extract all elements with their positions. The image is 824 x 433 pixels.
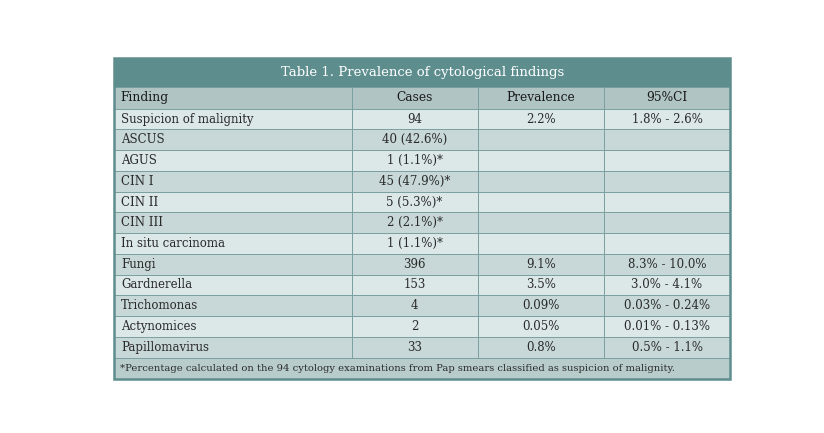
Bar [352,275,478,295]
Text: 2.2%: 2.2% [526,113,555,126]
Bar [604,254,730,275]
Bar [352,254,478,275]
Text: 33: 33 [407,341,422,354]
Bar [478,213,604,233]
Text: CIN I: CIN I [121,175,153,188]
Text: 153: 153 [404,278,426,291]
Text: AGUS: AGUS [121,154,157,167]
Bar [478,171,604,192]
Bar [604,109,730,129]
Text: 0.09%: 0.09% [522,299,559,312]
Bar [115,109,352,129]
Bar [478,129,604,150]
Bar [604,337,730,358]
Bar [604,275,730,295]
Bar [478,316,604,337]
Bar [604,87,730,109]
Bar [115,316,352,337]
Text: Prevalence: Prevalence [507,91,575,104]
Text: 4: 4 [411,299,419,312]
Text: 5 (5.3%)*: 5 (5.3%)* [386,196,442,209]
Bar [352,129,478,150]
Bar [604,129,730,150]
Bar [604,316,730,337]
Text: Trichomonas: Trichomonas [121,299,198,312]
Text: ASCUS: ASCUS [121,133,165,146]
Text: Fungi: Fungi [121,258,156,271]
Bar [478,150,604,171]
Bar [115,129,352,150]
Bar [115,337,352,358]
Text: 3.5%: 3.5% [526,278,555,291]
Bar [478,337,604,358]
Text: 1 (1.1%)*: 1 (1.1%)* [386,154,442,167]
Text: Papillomavirus: Papillomavirus [121,341,208,354]
Bar [478,254,604,275]
Bar [604,192,730,213]
Text: 2: 2 [411,320,419,333]
Bar [604,213,730,233]
Bar [478,233,604,254]
Bar [352,233,478,254]
Text: In situ carcinoma: In situ carcinoma [121,237,225,250]
Text: 0.5% - 1.1%: 0.5% - 1.1% [631,341,703,354]
Text: 0.03% - 0.24%: 0.03% - 0.24% [624,299,710,312]
Text: 0.8%: 0.8% [526,341,555,354]
Text: 1 (1.1%)*: 1 (1.1%)* [386,237,442,250]
Bar [478,275,604,295]
Text: 396: 396 [404,258,426,271]
Bar [115,171,352,192]
Text: 0.01% - 0.13%: 0.01% - 0.13% [624,320,710,333]
Bar [352,213,478,233]
Text: 45 (47.9%)*: 45 (47.9%)* [379,175,450,188]
Text: 0.05%: 0.05% [522,320,559,333]
Text: Table 1. Prevalence of cytological findings: Table 1. Prevalence of cytological findi… [281,66,564,79]
Text: *Percentage calculated on the 94 cytology examinations from Pap smears classifie: *Percentage calculated on the 94 cytolog… [119,364,675,373]
Bar [115,58,730,87]
Text: 2 (2.1%)*: 2 (2.1%)* [386,216,442,229]
Bar [352,337,478,358]
Bar [478,109,604,129]
Bar [604,233,730,254]
Bar [478,192,604,213]
Bar [352,171,478,192]
Bar [604,171,730,192]
Text: 95%CI: 95%CI [646,91,688,104]
Bar [352,192,478,213]
Bar [115,87,352,109]
Text: CIN III: CIN III [121,216,163,229]
Bar [115,295,352,316]
Bar [115,275,352,295]
Bar [115,233,352,254]
Text: CIN II: CIN II [121,196,158,209]
Text: Gardnerella: Gardnerella [121,278,192,291]
Bar [478,87,604,109]
Bar [352,295,478,316]
Bar [352,87,478,109]
Bar [352,150,478,171]
Bar [604,150,730,171]
Text: 40 (42.6%): 40 (42.6%) [382,133,447,146]
Bar [115,192,352,213]
Text: 8.3% - 10.0%: 8.3% - 10.0% [628,258,706,271]
Text: Actynomices: Actynomices [121,320,196,333]
Bar [115,358,730,379]
Text: Cases: Cases [396,91,433,104]
Bar [115,150,352,171]
Text: 9.1%: 9.1% [526,258,555,271]
Bar [604,295,730,316]
Text: 3.0% - 4.1%: 3.0% - 4.1% [631,278,703,291]
Bar [352,316,478,337]
Text: 1.8% - 2.6%: 1.8% - 2.6% [631,113,702,126]
Bar [115,213,352,233]
Text: Suspicion of malignity: Suspicion of malignity [121,113,254,126]
Bar [115,254,352,275]
Text: 94: 94 [407,113,422,126]
Bar [352,109,478,129]
Bar [478,295,604,316]
Text: Finding: Finding [121,91,169,104]
